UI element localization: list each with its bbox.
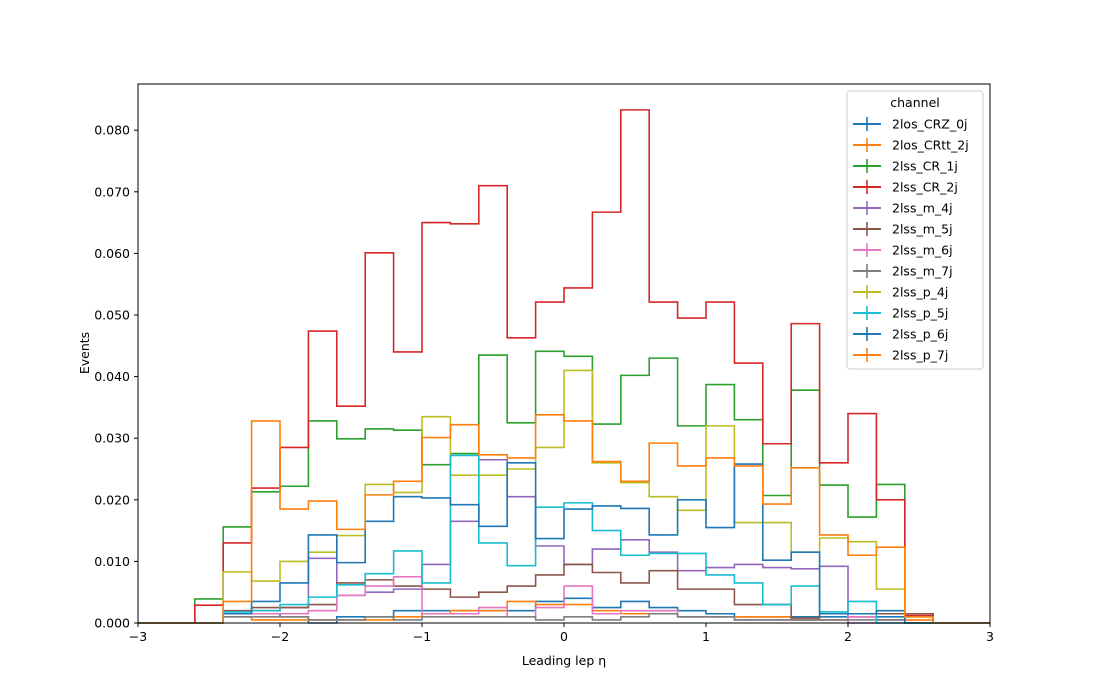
y-axis-label: Events bbox=[77, 332, 92, 374]
legend-entry: 2lss_m_6j bbox=[853, 243, 953, 258]
legend-label: 2lss_m_5j bbox=[892, 222, 953, 237]
histogram-step-line bbox=[138, 369, 990, 624]
legend-label: 2los_CRZ_0j bbox=[892, 117, 968, 132]
legend-label: 2lss_m_4j bbox=[892, 201, 953, 216]
x-tick-label: −1 bbox=[413, 629, 431, 644]
legend-title: channel bbox=[890, 95, 939, 110]
y-tick-label: 0.080 bbox=[94, 123, 130, 138]
y-tick-label: 0.040 bbox=[94, 369, 130, 384]
legend-entry: 2los_CRtt_2j bbox=[853, 138, 969, 153]
y-axis-ticks: 0.000 0.010 0.020 0.030 0.040 0.050 0.060 0.070… bbox=[94, 123, 138, 631]
legend-entry: 2lss_CR_2j bbox=[853, 180, 958, 195]
histogram-step-line bbox=[138, 413, 990, 624]
legend-label: 2lss_CR_1j bbox=[892, 159, 958, 174]
legend-entry: 2lss_m_7j bbox=[853, 264, 953, 279]
y-tick-label: 0.030 bbox=[94, 431, 130, 446]
y-tick-label: 0.010 bbox=[94, 554, 130, 569]
legend-entry: 2lss_p_6j bbox=[853, 327, 948, 342]
legend-entry: 2lss_p_7j bbox=[853, 348, 948, 363]
x-tick-label: 1 bbox=[702, 629, 710, 644]
legend-entry: 2lss_p_5j bbox=[853, 306, 948, 321]
y-tick-label: 0.020 bbox=[94, 492, 130, 507]
series-2lss_p_6j bbox=[138, 462, 990, 624]
series-layer bbox=[138, 109, 990, 624]
legend-label: 2lss_m_6j bbox=[892, 243, 953, 258]
x-axis-label: Leading lep η bbox=[522, 653, 606, 668]
legend-label: 2lss_p_7j bbox=[892, 348, 948, 363]
x-tick-label: −3 bbox=[129, 629, 147, 644]
x-tick-label: −2 bbox=[271, 629, 289, 644]
x-tick-label: 0 bbox=[560, 629, 568, 644]
y-tick-label: 0.070 bbox=[94, 184, 130, 199]
legend-label: 2lss_p_4j bbox=[892, 285, 948, 300]
series-2lss_m_7j bbox=[138, 612, 990, 624]
legend-box bbox=[846, 90, 984, 370]
legend-entry: 2lss_m_4j bbox=[853, 201, 953, 216]
legend-entries: 2los_CRZ_0j 2los_CRtt_2j 2lss_CR_1j 2lss_CR… bbox=[853, 117, 969, 363]
series-2lss_m_5j bbox=[138, 563, 990, 624]
legend-entry: 2lss_p_4j bbox=[853, 285, 948, 300]
legend: channel 2los_CRZ_0j 2los_CRtt_2j 2lss_CR_1… bbox=[846, 90, 984, 370]
series-2lss_p_7j bbox=[138, 413, 990, 624]
legend-entry: 2lss_CR_1j bbox=[853, 159, 958, 174]
legend-entry: 2los_CRZ_0j bbox=[853, 117, 968, 132]
x-tick-label: 3 bbox=[986, 629, 994, 644]
x-axis-ticks: −3 −2 −1 0 1 2 3 bbox=[129, 623, 994, 644]
legend-label: 2lss_p_6j bbox=[892, 327, 948, 342]
y-tick-label: 0.000 bbox=[94, 616, 130, 631]
y-tick-label: 0.050 bbox=[94, 308, 130, 323]
histogram-step-line bbox=[138, 462, 990, 624]
legend-label: 2lss_CR_2j bbox=[892, 180, 958, 195]
series-2lss_CR_2j bbox=[138, 109, 990, 624]
histogram-step-line bbox=[138, 563, 990, 624]
legend-label: 2lss_p_5j bbox=[892, 306, 948, 321]
series-2lss_p_4j bbox=[138, 369, 990, 624]
legend-entry: 2lss_m_5j bbox=[853, 222, 953, 237]
legend-label: 2lss_m_7j bbox=[892, 264, 953, 279]
y-tick-label: 0.060 bbox=[94, 246, 130, 261]
x-tick-label: 2 bbox=[844, 629, 852, 644]
legend-label: 2los_CRtt_2j bbox=[892, 138, 969, 153]
histogram-step-line bbox=[138, 612, 990, 624]
